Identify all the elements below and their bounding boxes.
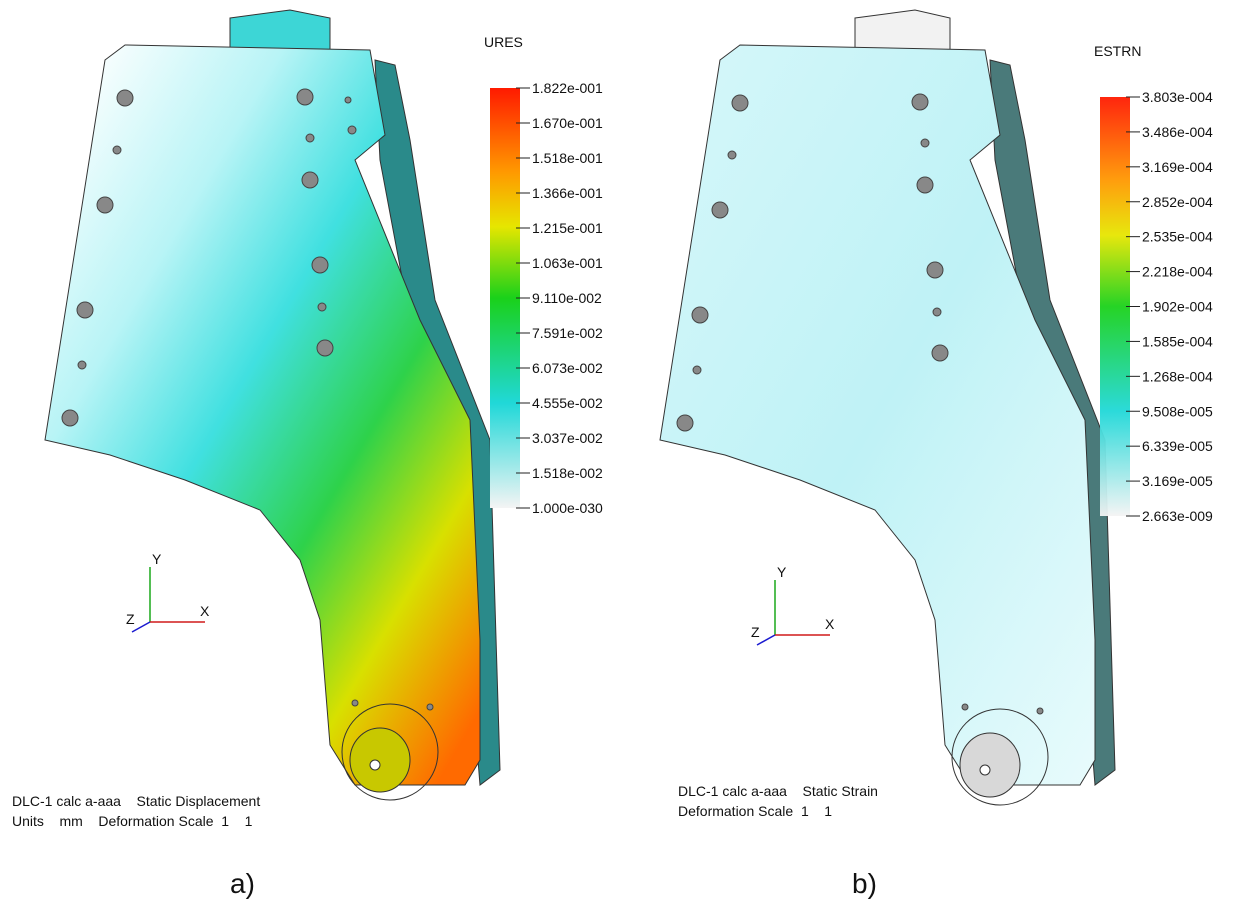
legend-label: 1.822e-001 bbox=[532, 80, 603, 96]
legend-label: 7.591e-002 bbox=[532, 325, 603, 341]
legend-label: 1.063e-001 bbox=[532, 255, 603, 271]
legend-label: 3.803e-004 bbox=[1142, 89, 1213, 105]
legend-label: 1.902e-004 bbox=[1142, 299, 1213, 315]
info-line: DLC-1 calc a-aaa Static Strain bbox=[678, 783, 878, 799]
legend-label: 1.585e-004 bbox=[1142, 333, 1213, 349]
legend-label: 1.000e-030 bbox=[532, 500, 603, 516]
legend-label: 2.663e-009 bbox=[1142, 508, 1213, 524]
legend-label: 1.518e-002 bbox=[532, 465, 603, 481]
caption: b) bbox=[852, 868, 877, 899]
legend-label: 1.268e-004 bbox=[1142, 368, 1213, 384]
legend-bar bbox=[1100, 97, 1130, 516]
triad-z: Z bbox=[751, 624, 760, 640]
caption: a) bbox=[230, 868, 255, 899]
legend-label: 3.486e-004 bbox=[1142, 124, 1213, 140]
legend-label: 1.366e-001 bbox=[532, 185, 603, 201]
legend-label: 3.169e-005 bbox=[1142, 473, 1213, 489]
legend-label: 2.218e-004 bbox=[1142, 264, 1213, 280]
legend-label: 1.215e-001 bbox=[532, 220, 603, 236]
legend-label: 1.518e-001 bbox=[532, 150, 603, 166]
legend-title: URES bbox=[484, 34, 523, 50]
legend-label: 9.508e-005 bbox=[1142, 403, 1213, 419]
info-line: DLC-1 calc a-aaa Static Displacement bbox=[12, 793, 260, 809]
fea-results: URES 1.822e-001 1.670e-001 1.518e-001 1.366e… bbox=[0, 0, 1236, 920]
legend-bar bbox=[490, 88, 520, 508]
part-model bbox=[660, 10, 1115, 805]
triad-x: X bbox=[200, 603, 210, 619]
legend-label: 3.037e-002 bbox=[532, 430, 603, 446]
triad-y: Y bbox=[777, 564, 787, 580]
legend-label: 6.339e-005 bbox=[1142, 438, 1213, 454]
legend-label: 4.555e-002 bbox=[532, 395, 603, 411]
legend-label: 6.073e-002 bbox=[532, 360, 603, 376]
triad-y: Y bbox=[152, 551, 162, 567]
part-model bbox=[45, 10, 500, 800]
legend-label: 3.169e-004 bbox=[1142, 159, 1213, 175]
legend-label: 9.110e-002 bbox=[532, 290, 602, 306]
legend-label: 1.670e-001 bbox=[532, 115, 603, 131]
legend-label: 2.535e-004 bbox=[1142, 229, 1213, 245]
triad-z: Z bbox=[126, 611, 135, 627]
legend-title: ESTRN bbox=[1094, 43, 1141, 59]
triad-x: X bbox=[825, 616, 835, 632]
info-line: Deformation Scale 1 1 bbox=[678, 803, 832, 819]
axis-z bbox=[757, 635, 775, 645]
legend-label: 2.852e-004 bbox=[1142, 194, 1213, 210]
info-line: Units mm Deformation Scale 1 1 bbox=[12, 813, 253, 829]
axis-z bbox=[132, 622, 150, 632]
